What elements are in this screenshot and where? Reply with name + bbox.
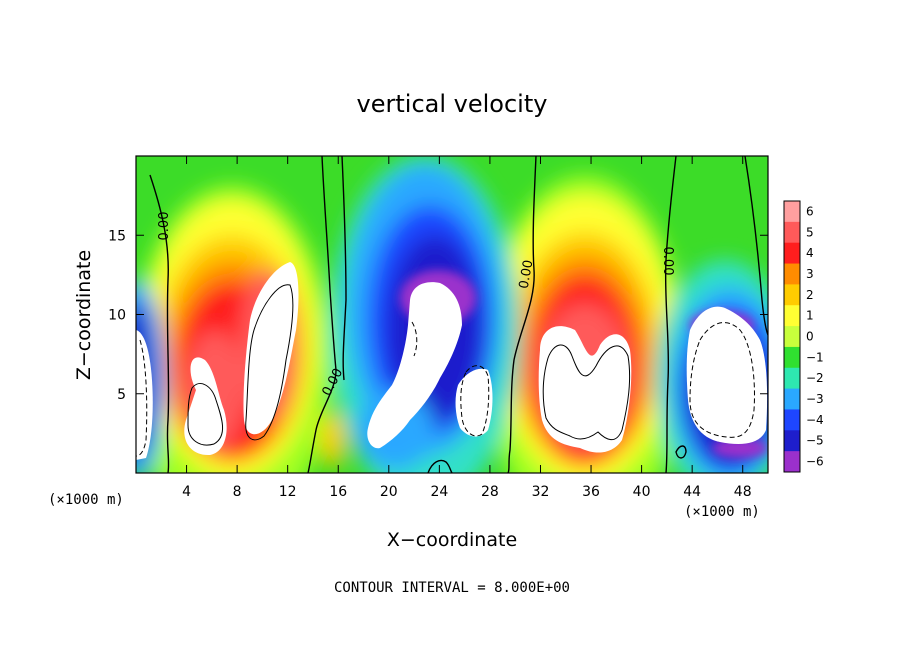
x-axis-label: X−coordinate xyxy=(387,529,517,551)
colorbar-swatch xyxy=(784,305,800,327)
contour-label: 0.00 xyxy=(517,259,537,290)
y-tick-label: 10 xyxy=(108,308,126,324)
contour-interval-note: CONTOUR INTERVAL = 8.000E+00 xyxy=(334,580,570,596)
x-tick-label: 36 xyxy=(582,484,600,500)
colorbar-swatch xyxy=(784,221,800,244)
colorbar-label: −5 xyxy=(806,434,824,448)
x-tick-label: 40 xyxy=(633,484,651,500)
colorbar-swatch xyxy=(784,242,800,265)
colorbar-frame xyxy=(783,200,801,473)
colorbar-label: −3 xyxy=(806,392,824,406)
y-tick-label: 15 xyxy=(108,228,126,244)
velocity-field: 0.00 0.00 0.00 0.00 xyxy=(136,156,768,473)
x-tick-label: 20 xyxy=(380,484,398,500)
contour-lines-negative xyxy=(136,321,755,457)
contour-lines-inner xyxy=(187,284,631,446)
colorbar-swatch xyxy=(784,409,800,431)
x-tick-label: 16 xyxy=(329,484,347,500)
colorbar-label: −2 xyxy=(806,371,824,385)
colorbar-swatch xyxy=(784,388,800,410)
chart-title: vertical velocity xyxy=(357,90,548,118)
x-tick-label: 44 xyxy=(683,484,701,500)
colorbar-label: 3 xyxy=(806,267,814,281)
colorbar-swatch xyxy=(784,263,800,285)
colorbar-label: 0 xyxy=(806,330,814,344)
y-tick-label: 5 xyxy=(117,387,126,403)
colorbar-label: 1 xyxy=(806,309,814,323)
y-ticks: 5 10 15 xyxy=(108,228,768,403)
saturated-regions xyxy=(136,262,768,460)
colorbar-swatch xyxy=(784,326,800,348)
colorbar-swatch xyxy=(784,451,800,473)
colorbar-swatch xyxy=(784,201,800,223)
colorbar-label: −6 xyxy=(806,455,824,469)
x-ticks: 4 8 12 16 20 24 28 32 36 40 44 48 xyxy=(182,156,752,500)
x-tick-label: 24 xyxy=(430,484,448,500)
colorbar-swatch xyxy=(784,367,800,390)
x-unit-right: (×1000 m) xyxy=(684,504,760,520)
contour-label: 0.00 xyxy=(660,247,675,276)
x-unit-left: (×1000 m) xyxy=(48,492,124,508)
x-tick-label: 4 xyxy=(182,484,191,500)
colorbar: 6 5 4 3 2 1 0 −1 −2 −3 −4 −5 −6 xyxy=(783,200,824,473)
contour-label: 0.00 xyxy=(157,212,172,241)
colorbar-label: −1 xyxy=(806,350,824,364)
x-tick-label: 48 xyxy=(734,484,752,500)
x-tick-label: 32 xyxy=(532,484,550,500)
x-tick-label: 8 xyxy=(233,484,242,500)
x-tick-label: 28 xyxy=(481,484,499,500)
colorbar-swatch xyxy=(784,346,800,369)
colorbar-label: −4 xyxy=(806,413,824,427)
y-axis-label: Z−coordinate xyxy=(73,250,95,380)
colorbar-label: 4 xyxy=(806,246,814,260)
colorbar-swatch xyxy=(784,284,800,306)
colorbar-label: 2 xyxy=(806,288,814,302)
colorbar-label: 6 xyxy=(806,204,814,218)
colorbar-label: 5 xyxy=(806,225,814,239)
x-tick-label: 12 xyxy=(279,484,297,500)
contour-lines xyxy=(149,156,768,473)
colorbar-swatch xyxy=(784,430,800,452)
